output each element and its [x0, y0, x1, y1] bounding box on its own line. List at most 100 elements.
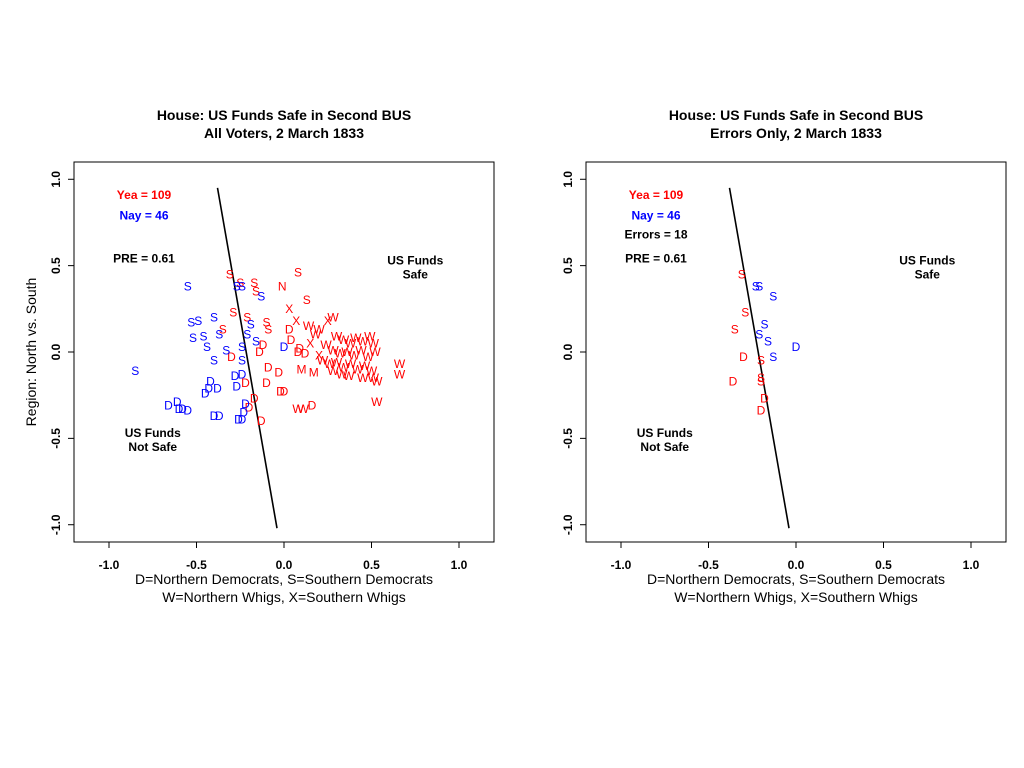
data-point: S	[238, 354, 246, 368]
x-tick-label: -1.0	[611, 558, 632, 572]
data-point: W	[345, 357, 357, 371]
data-point: W	[324, 357, 336, 371]
data-point: W	[369, 345, 381, 359]
data-point: S	[752, 279, 760, 293]
x-tick-label: -0.5	[698, 558, 719, 572]
data-point: W	[331, 329, 343, 343]
errors-count: Errors = 18	[624, 228, 687, 242]
data-point: D	[276, 385, 285, 399]
chart-panel-1: House: US Funds Safe in Second BUS All Vo…	[23, 107, 495, 605]
y-tick-label: -0.5	[561, 428, 575, 449]
data-point: D	[175, 402, 184, 416]
data-point: S	[264, 323, 272, 337]
data-point: S	[238, 340, 246, 354]
data-point: M	[309, 366, 319, 380]
y-axis-label: Region: North vs. South	[23, 278, 39, 427]
data-point: W	[336, 367, 348, 381]
data-point: D	[280, 340, 289, 354]
y-tick-label: 0.5	[49, 257, 63, 274]
x-axis-label: D=Northern Democrats, S=Southern Democra…	[647, 571, 945, 587]
data-point: S	[755, 328, 763, 342]
data-point: D	[213, 381, 222, 395]
x-tick-label: 0.0	[276, 558, 293, 572]
data-point: N	[278, 279, 287, 293]
y-tick-label: 0.0	[49, 343, 63, 360]
data-point: D	[287, 333, 296, 347]
data-point: D	[227, 350, 236, 364]
data-point: D	[257, 414, 266, 428]
data-point: W	[362, 350, 374, 364]
data-point: D	[232, 380, 241, 394]
data-point: W	[338, 333, 350, 347]
data-point: W	[366, 364, 378, 378]
x-axis-label: D=Northern Democrats, S=Southern Democra…	[135, 571, 433, 587]
data-point: S	[199, 329, 207, 343]
data-point: D	[792, 340, 801, 354]
data-point: S	[203, 340, 211, 354]
pre-value: PRE = 0.61	[113, 252, 175, 266]
data-point: D	[164, 399, 173, 413]
data-point: D	[739, 350, 748, 364]
data-point: W	[394, 357, 406, 371]
data-point: S	[238, 279, 246, 293]
data-point: D	[285, 323, 294, 337]
data-point: D	[757, 404, 766, 418]
data-point: S	[233, 279, 241, 293]
data-point: D	[295, 342, 304, 356]
data-point: W	[368, 336, 380, 350]
data-point: S	[769, 350, 777, 364]
data-point: W	[364, 329, 376, 343]
pre-value: PRE = 0.61	[625, 252, 687, 266]
data-point: X	[292, 314, 300, 328]
nay-count: Nay = 46	[631, 209, 680, 223]
data-point: D	[201, 386, 210, 400]
data-point: D	[308, 399, 317, 413]
data-point: S	[189, 331, 197, 345]
data-point: W	[357, 371, 369, 385]
data-point: W	[327, 364, 339, 378]
data-point: S	[757, 374, 765, 388]
chart-subtitle: All Voters, 2 March 1833	[204, 125, 364, 141]
cutting-line	[728, 187, 790, 529]
safe-label-line2: Safe	[915, 267, 941, 281]
y-tick-label: -0.5	[49, 428, 63, 449]
data-point: D	[206, 374, 215, 388]
not-safe-label-line2: Not Safe	[640, 440, 689, 454]
data-point: S	[252, 285, 260, 299]
y-tick-label: 0.5	[561, 257, 575, 274]
data-point: D	[250, 392, 259, 406]
data-point: W	[292, 402, 304, 416]
data-point: S	[731, 323, 739, 337]
data-point: W	[368, 371, 380, 385]
data-point: W	[341, 345, 353, 359]
data-point: D	[301, 347, 310, 361]
data-point: D	[245, 400, 254, 414]
data-point: D	[259, 338, 268, 352]
data-point: D	[255, 345, 264, 359]
data-point: S	[757, 354, 765, 368]
data-point: D	[210, 409, 219, 423]
data-point: D	[178, 402, 187, 416]
not-safe-label: US Funds	[637, 426, 693, 440]
data-point: W	[355, 343, 367, 357]
cutting-line	[216, 187, 278, 529]
data-point: S	[229, 305, 237, 319]
data-point: W	[394, 367, 406, 381]
not-safe-label: US Funds	[125, 426, 181, 440]
chart-subtitle: Errors Only, 2 March 1833	[710, 125, 882, 141]
not-safe-label-line2: Not Safe	[128, 440, 177, 454]
data-point: W	[352, 362, 364, 376]
data-point: W	[310, 328, 322, 342]
data-point: S	[194, 314, 202, 328]
chart-title: House: US Funds Safe in Second BUS	[669, 107, 923, 123]
data-point: W	[320, 338, 332, 352]
data-point: W	[359, 359, 371, 373]
data-point: S	[294, 266, 302, 280]
data-point: D	[264, 361, 273, 375]
safe-label: US Funds	[387, 253, 443, 267]
y-tick-label: 1.0	[49, 171, 63, 188]
data-point: M	[297, 362, 307, 376]
data-point: D	[173, 395, 182, 409]
data-point: W	[343, 369, 355, 383]
data-point: W	[350, 331, 362, 345]
